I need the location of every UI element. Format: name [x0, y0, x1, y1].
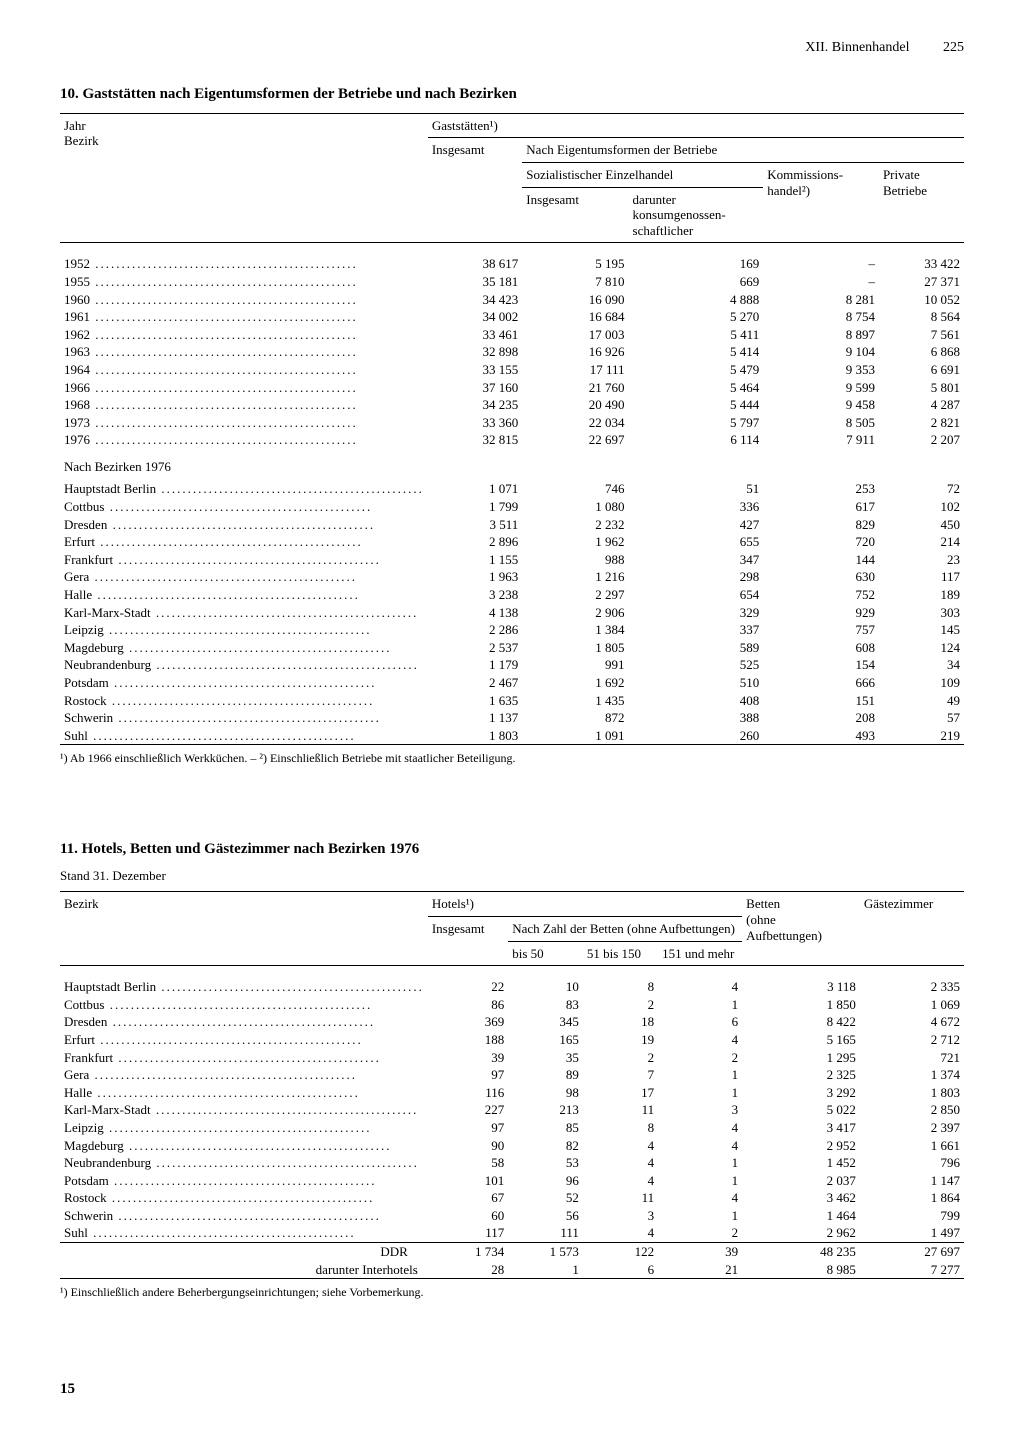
- table2-total-row: DDR 1 734 1 573 122 39 48 235 27 697: [60, 1243, 964, 1261]
- table-row: 196332 89816 9265 4149 1046 868: [60, 343, 964, 361]
- table2-title: 11. Hotels, Betten und Gästezimmer nach …: [60, 840, 964, 858]
- table2-subtitle: Stand 31. Dezember: [60, 868, 964, 884]
- table-row: Halle116981713 2921 803: [60, 1084, 964, 1102]
- table-row: Hauptstadt Berlin2210843 1182 335: [60, 978, 964, 996]
- table-row: Rostock67521143 4621 864: [60, 1189, 964, 1207]
- table-row: Suhl117111422 9621 497: [60, 1224, 964, 1242]
- table-row: Frankfurt1 15598834714423: [60, 551, 964, 569]
- table-row: 197632 81522 6976 1147 9112 207: [60, 431, 964, 449]
- table1-footnote: ¹) Ab 1966 einschließlich Werkküchen. – …: [60, 751, 964, 765]
- table-row: Halle3 2382 297654752189: [60, 586, 964, 604]
- table-row: Erfurt2 8961 962655720214: [60, 533, 964, 551]
- table-row: 196233 46117 0035 4118 8977 561: [60, 326, 964, 344]
- table-row: Karl-Marx-Stadt4 1382 906329929303: [60, 604, 964, 622]
- page-header: XII. Binnenhandel 225: [60, 40, 964, 57]
- table-row: Neubrandenburg5853411 452796: [60, 1154, 964, 1172]
- table-row: Leipzig9785843 4172 397: [60, 1119, 964, 1137]
- table-row: Dresden3693451868 4224 672: [60, 1013, 964, 1031]
- chapter-label: XII. Binnenhandel: [805, 40, 909, 55]
- table-row: 197333 36022 0345 7978 5052 821: [60, 414, 964, 432]
- table-row: Suhl1 8031 091260493219: [60, 727, 964, 745]
- table-row: Dresden3 5112 232427829450: [60, 516, 964, 534]
- table-row: 195535 1817 810669–27 371: [60, 273, 964, 291]
- table1: Jahr Bezirk Gaststätten¹) Insgesamt Nach…: [60, 113, 964, 746]
- table-row: Cottbus8683211 8501 069: [60, 996, 964, 1014]
- table-row: Neubrandenburg1 17999152515434: [60, 656, 964, 674]
- table2: Bezirk Hotels¹) Betten (ohne Aufbettunge…: [60, 891, 964, 1279]
- table-row: 196433 15517 1115 4799 3536 691: [60, 361, 964, 379]
- table-row: Schwerin1 13787238820857: [60, 709, 964, 727]
- table-row: Erfurt1881651945 1652 712: [60, 1031, 964, 1049]
- table-row: 196034 42316 0904 8888 28110 052: [60, 291, 964, 309]
- table-row: 196637 16021 7605 4649 5995 801: [60, 379, 964, 397]
- table-row: 195238 6175 195169–33 422: [60, 255, 964, 273]
- table-row: 196134 00216 6845 2708 7548 564: [60, 308, 964, 326]
- table1-title: 10. Gaststätten nach Eigentumsformen der…: [60, 85, 964, 103]
- table-row: Frankfurt3935221 295721: [60, 1049, 964, 1067]
- table1-bezirke-label: Nach Bezirken 1976: [60, 449, 964, 481]
- table-row: Gera9789712 3251 374: [60, 1066, 964, 1084]
- table-row: Leipzig2 2861 384337757145: [60, 621, 964, 639]
- table2-interhotels-row: darunter Interhotels 28 1 6 21 8 985 7 2…: [60, 1261, 964, 1279]
- table-row: Gera1 9631 216298630117: [60, 568, 964, 586]
- table-row: Cottbus1 7991 080336617102: [60, 498, 964, 516]
- table-row: Magdeburg2 5371 805589608124: [60, 639, 964, 657]
- table-row: Potsdam10196412 0371 147: [60, 1172, 964, 1190]
- page-number: 225: [943, 40, 964, 55]
- table-row: 196834 23520 4905 4449 4584 287: [60, 396, 964, 414]
- table-row: Hauptstadt Berlin1 0717465125372: [60, 480, 964, 498]
- table-row: Karl-Marx-Stadt2272131135 0222 850: [60, 1101, 964, 1119]
- bottom-page-number: 15: [60, 1380, 964, 1398]
- table-row: Rostock1 6351 43540815149: [60, 692, 964, 710]
- table2-footnote: ¹) Einschließlich andere Beherbergungsei…: [60, 1285, 964, 1299]
- table-row: Potsdam2 4671 692510666109: [60, 674, 964, 692]
- table-row: Schwerin6056311 464799: [60, 1207, 964, 1225]
- table-row: Magdeburg9082442 9521 661: [60, 1137, 964, 1155]
